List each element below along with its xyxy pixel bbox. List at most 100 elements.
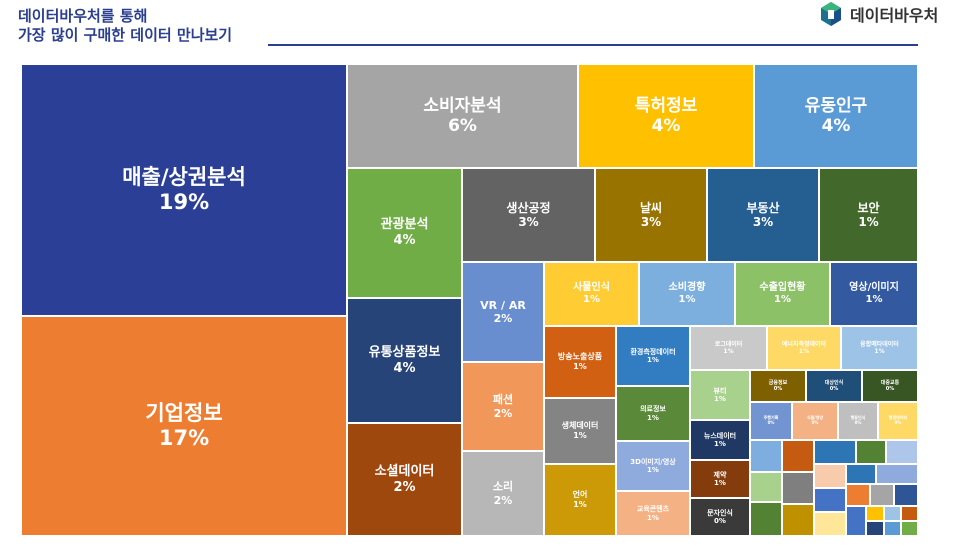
treemap-cell-label: 날씨 [639,200,663,215]
treemap-cell-unlabeled-61 [866,521,884,536]
treemap-cell-value: 0% [894,420,902,425]
treemap-cell-value: 1% [573,500,587,509]
treemap-cell-value: 3% [640,215,662,229]
treemap-cell-value: 0% [811,420,819,425]
treemap-cell-대상인식: 대상인식 0% [806,370,862,402]
treemap-cell-label: VR / AR [480,298,526,312]
treemap-cell-value: 1% [714,440,726,448]
treemap-cell-label: 유동인구 [804,95,868,116]
treemap-cell-value: 0% [885,386,895,392]
treemap-cell-label: 뷰티 [713,386,727,395]
treemap-cell-unlabeled-40 [750,440,782,472]
treemap-cell-날씨: 날씨 3% [595,168,707,262]
treemap-cell-unlabeled-43 [856,440,886,464]
treemap-cell-label: 제약 [713,470,727,479]
treemap-cell-label: 소리 [492,480,514,494]
treemap-cell-value: 1% [723,348,734,355]
treemap-cell-금융정보: 금융정보 0% [750,370,806,402]
treemap-cell-부동산: 부동산 3% [707,168,819,262]
treemap-cell-label: 금융정보 [768,380,788,386]
treemap-cell-value: 1% [874,348,885,355]
treemap-cell-value: 1% [647,356,659,364]
treemap-cell-unlabeled-41 [782,440,814,472]
treemap-cell-value: 2% [493,312,513,325]
treemap-cell-unlabeled-48 [846,464,876,484]
treemap-cell-대중교통: 대중교통 0% [862,370,918,402]
treemap-cell-unlabeled-44 [886,440,918,464]
treemap-cell-label: 소셜데이터 [374,463,435,479]
treemap-cell-value: 0% [767,420,775,425]
treemap-cell-label: 보안 [857,200,880,215]
treemap-cell-제약: 제약 1% [690,460,750,498]
treemap-cell-unlabeled-53 [894,484,918,506]
treemap-cell-label: 관광분석 [380,217,429,233]
treemap-cell-패션: 패션 2% [462,362,544,451]
treemap-cell-value: 3% [518,215,539,229]
treemap-cell-label: 3D이미지/영상 [630,457,676,466]
treemap-cell-소비경향: 소비경향 1% [639,262,735,326]
treemap-cell-value: 1% [714,395,726,403]
treemap-cell-unlabeled-50 [814,488,846,512]
treemap-cell-value: 1% [858,215,879,229]
treemap-cell-특허정보: 특허정보 4% [578,64,754,168]
treemap-cell-식품-영양: 식품/영양 0% [792,402,838,440]
treemap-cell-value: 6% [448,116,477,136]
treemap-cell-value: 1% [798,348,810,355]
treemap-cell-unlabeled-58 [866,506,884,521]
treemap-cell-생산공정: 생산공정 3% [462,168,595,262]
treemap-cell-매출-상권분석: 매출/상권분석 19% [21,64,347,316]
treemap-cell-label: 영상/이미지 [849,282,899,293]
treemap-cell-value: 2% [393,479,416,495]
treemap-cell-value: 1% [647,466,659,474]
brand: 데이터바우처 [820,0,938,28]
treemap-cell-unlabeled-63 [901,521,918,536]
treemap-cell-행동인식: 행동인식 0% [838,402,878,440]
treemap-cell-label: 의료정보 [640,405,666,414]
treemap-cell-주행기록: 주행기록 0% [750,402,792,440]
treemap-cell-value: 19% [158,190,210,214]
treemap-cell-value: 0% [714,517,726,525]
treemap-cell-value: 2% [493,493,513,507]
treemap-cell-label: 특허정보 [634,95,698,116]
page-title: 데이터바우처를 통해 가장 많이 구매한 데이터 만나보기 [18,7,232,45]
treemap-cell-value: 4% [651,116,681,136]
treemap-cell-value: 2% [493,406,513,420]
treemap-cell-언어: 언어 1% [544,464,616,536]
treemap-cell-label: 식품/영양 [806,415,824,421]
treemap-cell-value: 4% [393,360,416,376]
treemap-cell-label: 소비자분석 [423,95,502,116]
treemap-cell-관광분석: 관광분석 4% [347,168,462,298]
treemap-cell-value: 1% [583,294,600,305]
treemap-cell-소비자분석: 소비자분석 6% [347,64,578,168]
treemap-cell-label: 패션 [492,393,514,407]
treemap-cell-unlabeled-52 [870,484,894,506]
treemap-cell-label: 융합메타데이터 [860,340,899,348]
treemap-cell-label: 대상인식 [824,380,844,386]
treemap-cell-융합메타데이터: 융합메타데이터 1% [841,326,918,370]
treemap-cell-unlabeled-59 [884,506,901,521]
treemap-cell-label: 환경측정데이터 [630,347,676,356]
treemap-cell-교육콘텐츠: 교육콘텐츠 1% [616,491,690,536]
treemap-cell-value: 4% [821,116,851,136]
treemap-cell-unlabeled-49 [876,464,918,484]
title-line-2: 가장 많이 구매한 데이터 만나보기 [18,26,233,44]
treemap-cell-소셜데이터: 소셜데이터 2% [347,423,462,536]
treemap-cell-label: 사물인식 [573,282,610,293]
treemap-cell-unlabeled-51 [846,484,870,506]
treemap-cell-unlabeled-46 [782,472,814,504]
treemap-cell-label: 수출입현황 [759,282,806,293]
treemap-cell-value: 17% [158,426,210,450]
treemap-cell-value: 0% [829,386,839,392]
treemap-cell-unlabeled-54 [750,502,782,536]
treemap-cell-환경측정데이터: 환경측정데이터 1% [616,326,690,386]
treemap-cell-label: 생산공정 [506,200,551,215]
treemap-cell-value: 0% [773,386,783,392]
treemap-cell-label: 행정데이터 [888,415,908,421]
treemap-cell-value: 1% [865,294,883,305]
treemap-cell-label: 매출/상권분석 [122,164,246,189]
treemap-cell-영상-이미지: 영상/이미지 1% [830,262,918,326]
treemap-cell-value: 3% [752,215,774,229]
treemap-cell-unlabeled-62 [884,521,901,536]
treemap-cell-label: 방송노출상품 [557,352,603,362]
treemap-cell-뉴스데이터: 뉴스데이터 1% [690,420,750,460]
